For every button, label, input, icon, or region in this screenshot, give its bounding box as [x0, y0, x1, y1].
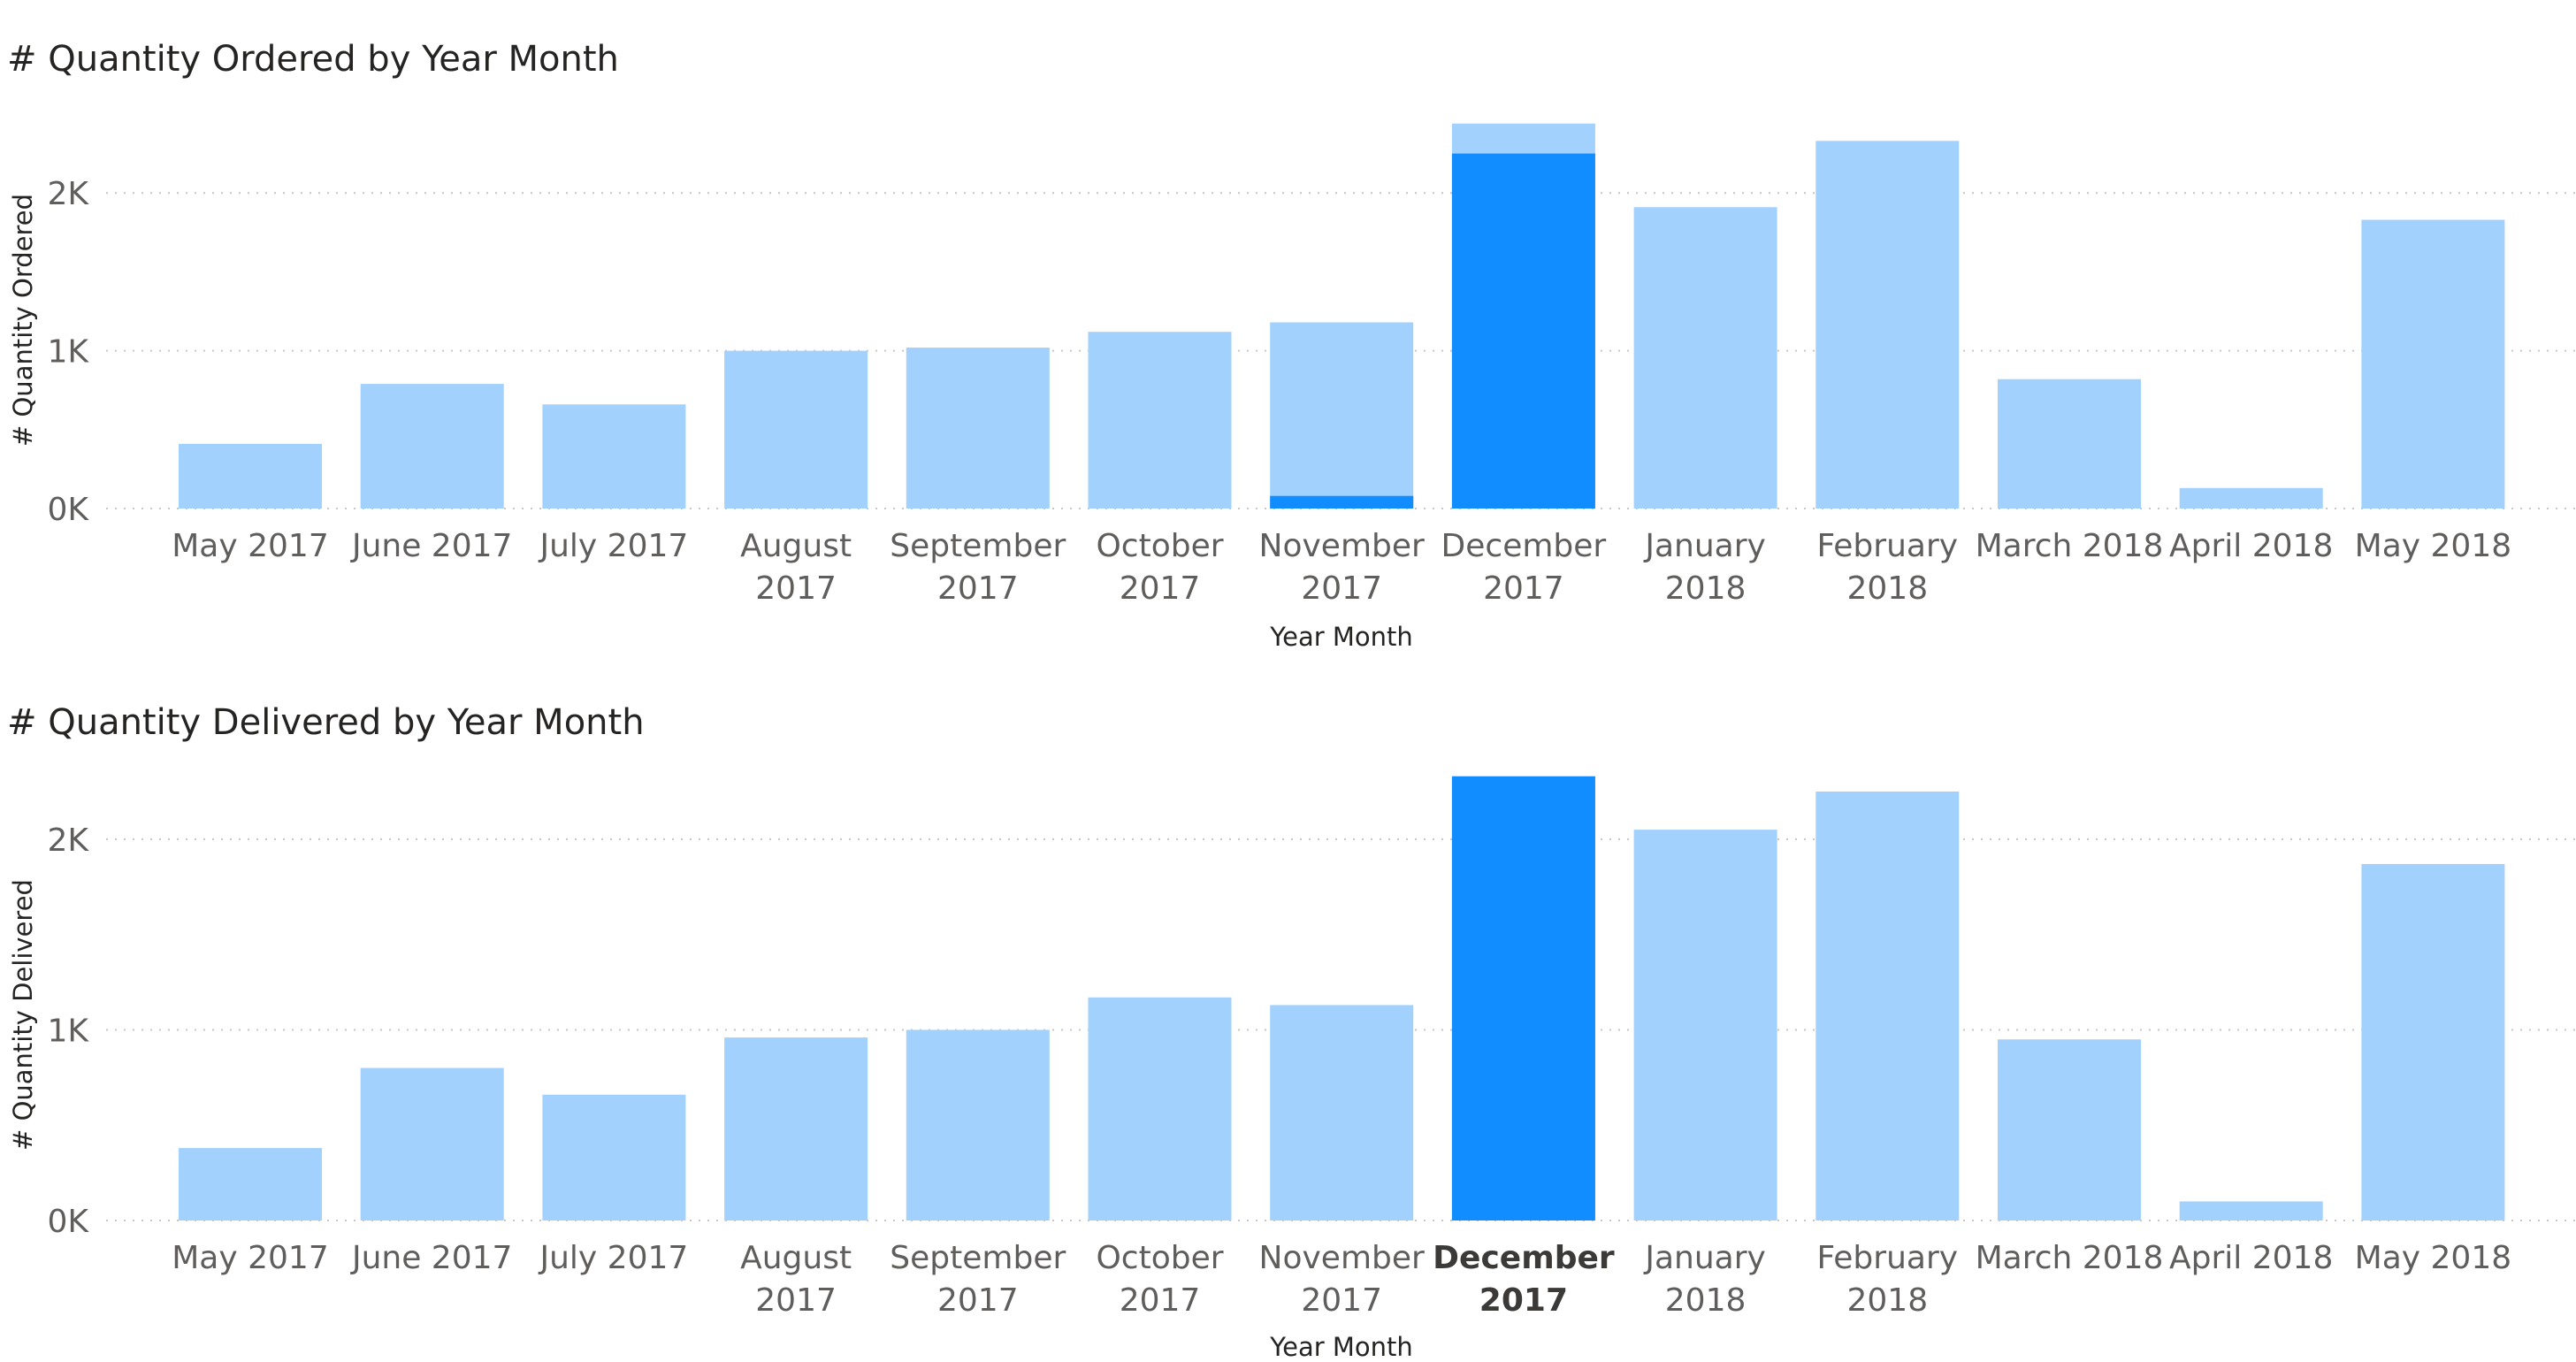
- ordered-bar[interactable]: [2361, 219, 2505, 509]
- ordered-x-tick-label: May 2017: [172, 528, 329, 564]
- ordered-chart-title: # Quantity Ordered by Year Month: [7, 39, 619, 80]
- ordered-y-tick-label: 1K: [47, 334, 89, 371]
- ordered-x-axis-title: Year Month: [1269, 622, 1413, 652]
- delivered-chart: # Quantity Delivered by Year Month 0K 1K 2…: [0, 672, 2576, 1362]
- delivered-y-tick-label: 2K: [47, 823, 89, 859]
- delivered-bar[interactable]: [906, 1029, 1050, 1220]
- delivered-x-tick-label: June 2017: [350, 1240, 512, 1276]
- delivered-x-tick-label: March 2018: [1976, 1240, 2164, 1276]
- delivered-x-tick-label: October 2017: [1096, 1240, 1223, 1319]
- ordered-x-tick-label: February 2018: [1817, 528, 1959, 607]
- delivered-bar[interactable]: [1815, 792, 1960, 1220]
- ordered-x-tick-label: July 2017: [538, 528, 688, 564]
- ordered-bar[interactable]: [1815, 141, 1960, 509]
- delivered-bar[interactable]: [1633, 830, 1777, 1220]
- delivered-chart-title: # Quantity Delivered by Year Month: [7, 702, 645, 743]
- ordered-bar[interactable]: [1088, 332, 1232, 509]
- ordered-x-tick-label: August 2017: [740, 528, 852, 607]
- ordered-x-tick-label: June 2017: [350, 528, 512, 564]
- ordered-bar[interactable]: [2179, 487, 2323, 509]
- delivered-y-tick-label: 0K: [47, 1204, 89, 1240]
- ordered-x-tick-label: March 2018: [1976, 528, 2164, 564]
- ordered-bar[interactable]: [360, 384, 504, 509]
- delivered-x-tick-label: November 2017: [1259, 1240, 1425, 1319]
- delivered-x-tick-label: January 2018: [1643, 1240, 1765, 1319]
- delivered-x-tick-label: February 2018: [1817, 1240, 1959, 1319]
- delivered-bar[interactable]: [360, 1067, 504, 1220]
- delivered-bar[interactable]: [724, 1037, 868, 1220]
- ordered-bar[interactable]: [1270, 322, 1414, 509]
- delivered-bar[interactable]: [1270, 1005, 1414, 1220]
- ordered-bar-highlight[interactable]: [1451, 153, 1595, 509]
- ordered-bar[interactable]: [906, 348, 1050, 509]
- delivered-y-axis-title: # Quantity Delivered: [8, 879, 38, 1151]
- ordered-x-tick-label: October 2017: [1096, 528, 1223, 607]
- delivered-bar[interactable]: [1998, 1039, 2141, 1220]
- delivered-chart-plot: 0K 1K 2K May 2017 June 2017 July 2017 August 20…: [8, 776, 2576, 1362]
- delivered-x-tick-label: May 2018: [2355, 1240, 2512, 1276]
- ordered-x-tick-label: December 2017: [1441, 528, 1607, 607]
- delivered-bar[interactable]: [2179, 1201, 2323, 1220]
- ordered-bar[interactable]: [1633, 207, 1777, 509]
- delivered-x-tick-label: September 2017: [890, 1240, 1066, 1319]
- delivered-y-tick-label: 1K: [47, 1013, 89, 1049]
- ordered-bar[interactable]: [1998, 379, 2141, 509]
- ordered-x-tick-label: May 2018: [2355, 528, 2512, 564]
- ordered-bar[interactable]: [542, 404, 686, 509]
- ordered-y-axis-title: # Quantity Ordered: [8, 194, 38, 447]
- delivered-bar-highlight[interactable]: [1451, 776, 1595, 1220]
- delivered-x-tick-label: December 2017: [1433, 1240, 1615, 1319]
- ordered-x-tick-label: April 2018: [2169, 528, 2333, 564]
- ordered-x-tick-label: November 2017: [1259, 528, 1425, 607]
- ordered-x-tick-label: January 2018: [1643, 528, 1765, 607]
- ordered-x-tick-label: September 2017: [890, 528, 1066, 607]
- ordered-y-tick-label: 2K: [47, 176, 89, 212]
- delivered-x-tick-label: July 2017: [538, 1240, 688, 1276]
- ordered-bar-highlight[interactable]: [1270, 495, 1414, 509]
- ordered-bar[interactable]: [179, 443, 322, 509]
- delivered-x-tick-label: August 2017: [740, 1240, 852, 1319]
- delivered-bar[interactable]: [1088, 997, 1232, 1220]
- delivered-bar[interactable]: [2361, 863, 2505, 1220]
- delivered-x-axis-title: Year Month: [1269, 1332, 1413, 1362]
- delivered-bar[interactable]: [179, 1148, 322, 1220]
- delivered-x-tick-label: May 2017: [172, 1240, 329, 1276]
- ordered-chart-plot: 0K 1K 2K May 2017 June 2017 July 2017 August 20…: [8, 123, 2576, 652]
- ordered-bar[interactable]: [724, 350, 868, 509]
- ordered-chart: # Quantity Ordered by Year Month 0K 1K 2K M…: [0, 0, 2576, 672]
- ordered-y-tick-label: 0K: [47, 492, 89, 528]
- delivered-x-tick-label: April 2018: [2169, 1240, 2333, 1276]
- delivered-bar[interactable]: [542, 1094, 686, 1220]
